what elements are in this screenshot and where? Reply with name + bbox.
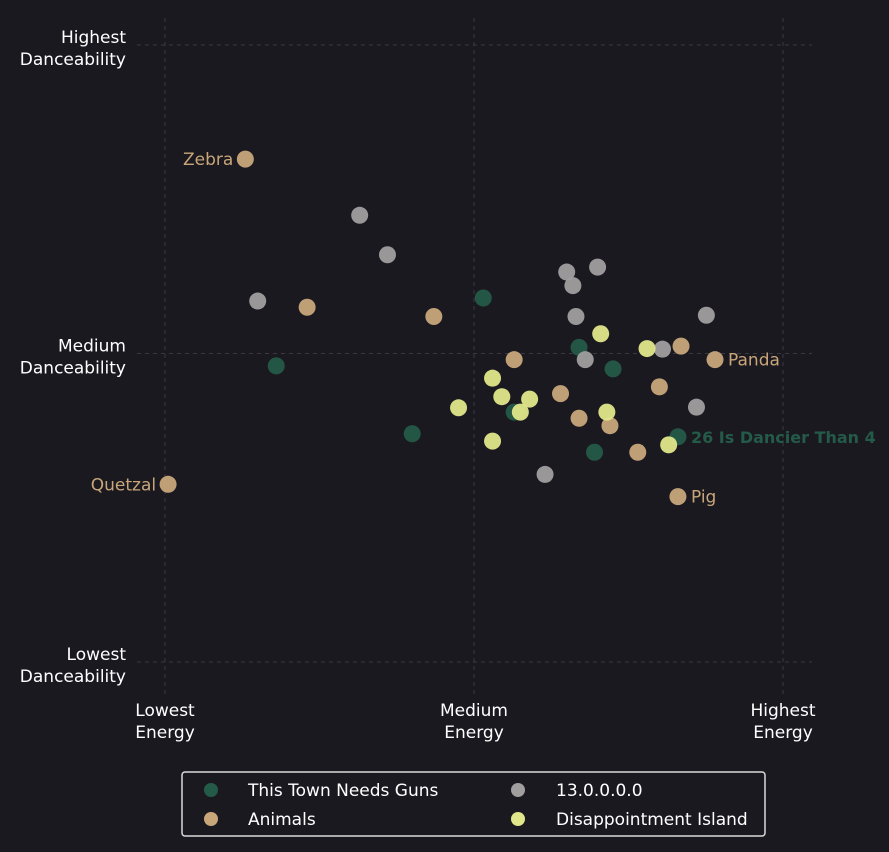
legend-marker: [204, 783, 218, 797]
scatter-point: [706, 351, 724, 369]
point-annotations: Zebra Quetzal Panda Pig 26 Is Dancier Than 4: [91, 150, 876, 507]
x-tick-label-line: Energy: [135, 723, 195, 743]
scatter-point: [650, 378, 668, 396]
point-annotation: Zebra: [183, 150, 233, 170]
scatter-point: [159, 475, 177, 493]
scatter-point: [570, 409, 588, 427]
y-tick-label-line: Danceability: [20, 359, 126, 379]
legend-label: This Town Needs Guns: [247, 781, 439, 801]
point-annotation: Pig: [691, 488, 716, 508]
x-tick-label-line: Highest: [750, 701, 815, 721]
y-tick-label-line: Danceability: [20, 50, 126, 70]
scatter-point: [653, 340, 671, 358]
scatter-point: [638, 340, 656, 358]
scatter-point: [629, 443, 647, 461]
scatter-point: [484, 369, 502, 387]
scatter-point: [298, 298, 316, 316]
scatter-point: [604, 360, 622, 378]
scatter-point: [669, 488, 687, 506]
grid-lines: [137, 18, 812, 695]
scatter-point: [521, 390, 539, 408]
legend-label: 13.0.0.0.0: [556, 781, 643, 801]
scatter-point: [567, 307, 585, 325]
scatter-point: [267, 357, 285, 375]
scatter-point: [505, 351, 523, 369]
legend-marker: [204, 812, 218, 826]
scatter-point: [672, 337, 690, 355]
legend-marker: [511, 812, 525, 826]
scatter-point: [558, 263, 576, 281]
x-tick-label-line: Energy: [444, 723, 504, 743]
scatter-point: [351, 206, 369, 224]
point-annotation: 26 Is Dancier Than 4: [691, 428, 876, 447]
legend-label: Disappointment Island: [556, 810, 748, 830]
scatter-point: [536, 465, 554, 483]
legend-frame: [181, 771, 766, 837]
x-tick-label: Lowest Energy: [135, 701, 195, 743]
y-tick-label-line: Danceability: [20, 667, 126, 687]
legend-label: Animals: [248, 810, 316, 830]
series-3: [450, 325, 678, 454]
series-1: [159, 150, 724, 506]
scatter-point: [474, 289, 492, 307]
scatter-point: [564, 277, 582, 295]
y-tick-label: Highest Danceability: [20, 28, 127, 70]
y-tick-label-line: Lowest: [67, 645, 127, 665]
scatter-point: [552, 385, 570, 403]
y-tick-label: Lowest Danceability: [20, 645, 127, 687]
series-0: [267, 289, 687, 461]
x-tick-label-line: Energy: [753, 723, 813, 743]
point-annotation: Panda: [728, 351, 780, 371]
scatter-point: [493, 388, 511, 406]
series-2: [249, 206, 715, 483]
legend-marker: [511, 783, 525, 797]
x-tick-label-line: Medium: [440, 701, 508, 721]
scatter-point: [592, 325, 610, 343]
y-tick-label-line: Medium: [58, 337, 126, 357]
y-tick-label: Medium Danceability: [20, 337, 126, 379]
scatter-point: [236, 150, 254, 168]
scatter-point: [249, 292, 267, 310]
scatter-point: [450, 399, 468, 417]
scatter-point: [378, 246, 396, 264]
scatter-point: [511, 403, 529, 421]
scatter-point: [601, 417, 619, 435]
scatter-point: [425, 307, 443, 325]
scatter-point: [484, 432, 502, 450]
scatter-point: [660, 436, 678, 454]
scatter-point: [586, 443, 604, 461]
x-tick-label: Highest Energy: [750, 701, 815, 743]
x-tick-label: Medium Energy: [440, 701, 508, 743]
scatter-point: [598, 403, 616, 421]
scatter-point: [589, 258, 607, 276]
scatter-point: [576, 351, 594, 369]
scatter-point: [687, 398, 705, 416]
legend: This Town Needs Guns Animals 13.0.0.0.0 Dis…: [181, 771, 766, 837]
scatter-point: [403, 425, 421, 443]
x-tick-label-line: Lowest: [135, 701, 195, 721]
data-points: [159, 150, 724, 506]
y-tick-label-line: Highest: [61, 28, 126, 48]
point-annotation: Quetzal: [91, 475, 156, 495]
scatter-point: [697, 306, 715, 324]
